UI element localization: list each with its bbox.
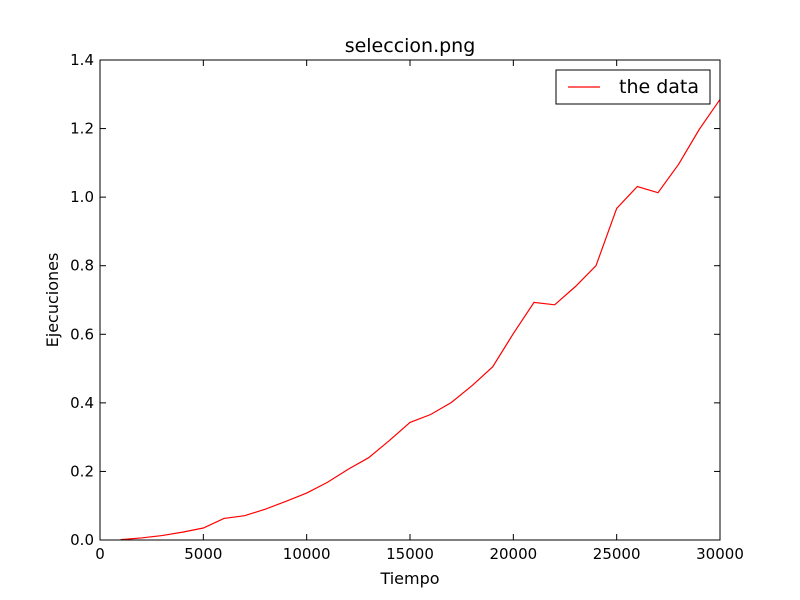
y-tick-label: 0.4 (70, 394, 94, 412)
x-tick-label: 15000 (386, 545, 434, 563)
y-tick-label: 1.2 (70, 120, 94, 138)
axis-ticks: 0 5000 10000 15000 20000 25000 30000 0.0 0.2 0.4 0… (70, 51, 744, 563)
plot-frame (99, 59, 721, 541)
y-tick-label: 0.2 (70, 462, 94, 480)
x-tick-label: 0 (95, 545, 105, 563)
chart-title: seleccion.png (345, 35, 476, 57)
x-tick-label: 20000 (489, 545, 537, 563)
legend-label-the-data: the data (619, 76, 699, 98)
legend: the data (555, 69, 711, 105)
y-tick-label: 1.4 (70, 51, 94, 69)
x-tick-label: 5000 (184, 545, 222, 563)
y-tick-label: 0.8 (70, 257, 94, 275)
y-tick-label: 1.0 (70, 188, 94, 206)
y-tick-label: 0.6 (70, 325, 94, 343)
y-axis-label: Ejecuciones (43, 253, 62, 348)
x-tick-label: 25000 (593, 545, 641, 563)
series-line-the-data (120, 99, 721, 541)
x-tick-label: 10000 (283, 545, 331, 563)
x-tick-label: 30000 (696, 545, 744, 563)
data-series (120, 99, 721, 541)
x-axis-label: Tiempo (379, 569, 439, 588)
y-tick-label: 0.0 (70, 531, 94, 549)
